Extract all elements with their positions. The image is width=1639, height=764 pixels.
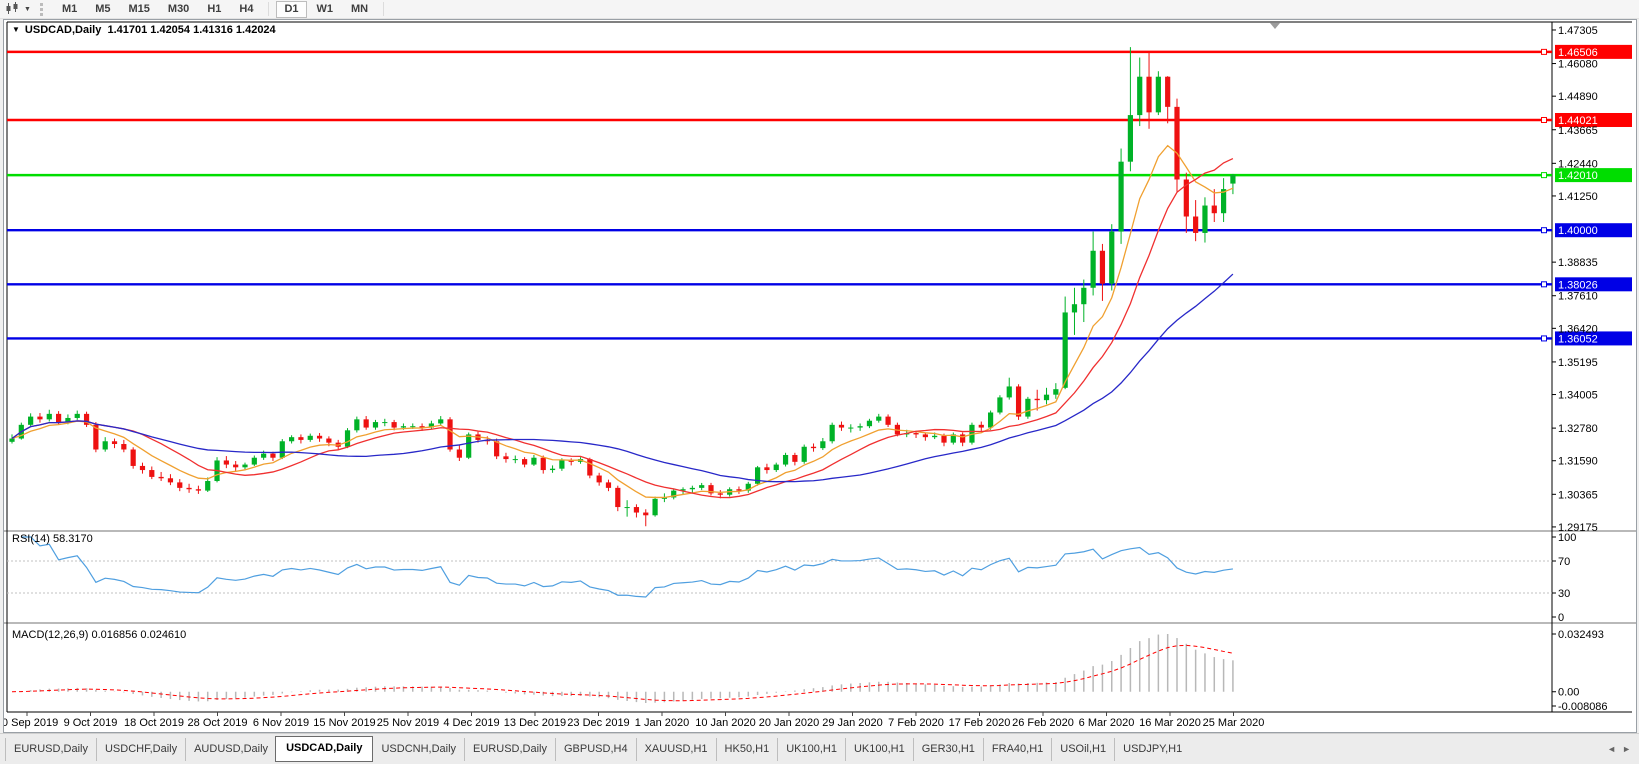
svg-text:1.31590: 1.31590: [1558, 456, 1598, 468]
chart-tab-uk100-h1-1[interactable]: UK100,H1: [777, 737, 845, 761]
svg-text:6 Mar 2020: 6 Mar 2020: [1079, 717, 1135, 729]
svg-text:20 Jan 2020: 20 Jan 2020: [759, 717, 820, 729]
svg-text:16 Mar 2020: 16 Mar 2020: [1139, 717, 1201, 729]
chart-tab-gbpusd-h4[interactable]: GBPUSD,H4: [555, 737, 636, 761]
svg-text:30: 30: [1558, 588, 1570, 600]
timeframe-button-mn[interactable]: MN: [343, 1, 376, 18]
timeframe-button-m5[interactable]: M5: [87, 1, 118, 18]
top-toolbar: ▼ M1 M5 M15 M30 H1 H4 D1 W1 MN: [0, 0, 1639, 19]
svg-text:1.29175: 1.29175: [1558, 522, 1598, 534]
svg-text:1.44890: 1.44890: [1558, 91, 1598, 103]
chart-window: 1.46506 1.44021 1.42010 1.40000 1.38026 1.360…: [0, 19, 1639, 734]
tab-scroll-arrows: ◄ ►: [1607, 744, 1631, 754]
toolbar-grip-handle[interactable]: [39, 2, 43, 16]
chart-tab-usdchf-daily[interactable]: USDCHF,Daily: [95, 737, 185, 761]
svg-text:26 Feb 2020: 26 Feb 2020: [1012, 717, 1074, 729]
svg-text:1.30365: 1.30365: [1558, 489, 1598, 501]
svg-text:100: 100: [1558, 532, 1576, 544]
svg-text:1.32780: 1.32780: [1558, 423, 1598, 435]
svg-text:1.42440: 1.42440: [1558, 158, 1598, 170]
svg-text:25 Mar 2020: 25 Mar 2020: [1203, 717, 1265, 729]
svg-text:1.46080: 1.46080: [1558, 59, 1598, 71]
timeframe-button-h1[interactable]: H1: [199, 1, 229, 18]
price-axis: [1552, 29, 1556, 528]
tab-scroll-right-icon[interactable]: ►: [1622, 744, 1631, 754]
timeframe-button-m15[interactable]: M15: [121, 1, 158, 18]
svg-text:70: 70: [1558, 556, 1570, 568]
chevron-down-icon[interactable]: ▼: [24, 6, 31, 13]
tab-scroll-left-icon[interactable]: ◄: [1607, 744, 1617, 754]
chart-tab-xauusd-h1[interactable]: XAUUSD,H1: [635, 737, 716, 761]
chart-tab-usdcnh-daily[interactable]: USDCNH,Daily: [372, 737, 464, 761]
svg-text:6 Nov 2019: 6 Nov 2019: [253, 717, 309, 729]
timeframe-button-m1[interactable]: M1: [54, 1, 85, 18]
svg-text:1.36052: 1.36052: [1558, 333, 1598, 345]
chart-tab-audusd-daily[interactable]: AUDUSD,Daily: [185, 737, 276, 761]
svg-text:10 Jan 2020: 10 Jan 2020: [695, 717, 756, 729]
svg-text:1.44021: 1.44021: [1558, 115, 1598, 127]
svg-text:18 Oct 2019: 18 Oct 2019: [124, 717, 184, 729]
horizontal-lines: [7, 44, 1632, 346]
svg-text:1.46506: 1.46506: [1558, 47, 1598, 59]
svg-text:9 Oct 2019: 9 Oct 2019: [64, 717, 118, 729]
toolbar-separator: [268, 2, 270, 16]
chart-type-icon[interactable]: [5, 2, 22, 16]
svg-text:1.42010: 1.42010: [1558, 170, 1598, 182]
svg-text:13 Dec 2019: 13 Dec 2019: [504, 717, 566, 729]
price-chart-canvas[interactable]: 1.46506 1.44021 1.42010 1.40000 1.38026 1.360…: [3, 19, 1637, 733]
svg-text:1.38835: 1.38835: [1558, 257, 1598, 269]
chart-tab-fra40-h1[interactable]: FRA40,H1: [982, 737, 1051, 761]
svg-text:1.37610: 1.37610: [1558, 291, 1598, 303]
svg-text:1.41250: 1.41250: [1558, 191, 1598, 203]
svg-text:28 Oct 2019: 28 Oct 2019: [188, 717, 248, 729]
timeframe-button-d1[interactable]: D1: [276, 0, 307, 18]
svg-text:0.00: 0.00: [1558, 687, 1579, 699]
chart-tab-uk100-h1-2[interactable]: UK100,H1: [844, 737, 913, 761]
svg-text:0.032493: 0.032493: [1558, 629, 1604, 641]
chart-tab-hk50-h1[interactable]: HK50,H1: [715, 737, 778, 761]
svg-text:1.35195: 1.35195: [1558, 357, 1598, 369]
chart-tab-ger30-h1[interactable]: GER30,H1: [912, 737, 983, 761]
chart-tab-usdcad-daily[interactable]: USDCAD,Daily: [275, 736, 374, 762]
svg-text:0: 0: [1558, 612, 1564, 624]
svg-text:1.47305: 1.47305: [1558, 25, 1598, 37]
svg-text:1 Jan 2020: 1 Jan 2020: [635, 717, 689, 729]
svg-text:15 Nov 2019: 15 Nov 2019: [313, 717, 375, 729]
chart-tab-eurusd-daily-1[interactable]: EURUSD,Daily: [5, 737, 96, 761]
chart-tab-eurusd-daily-2[interactable]: EURUSD,Daily: [464, 737, 555, 761]
date-axis: [26, 712, 1234, 716]
svg-text:-0.008086: -0.008086: [1558, 701, 1608, 713]
svg-text:1.34005: 1.34005: [1558, 390, 1598, 402]
svg-text:4 Dec 2019: 4 Dec 2019: [443, 717, 499, 729]
svg-text:30 Sep 2019: 30 Sep 2019: [4, 717, 58, 729]
toolbar-separator: [383, 2, 385, 16]
svg-text:23 Dec 2019: 23 Dec 2019: [567, 717, 629, 729]
chart-tab-usoil-h1[interactable]: USOil,H1: [1051, 737, 1114, 761]
svg-text:1.43665: 1.43665: [1558, 125, 1598, 137]
svg-text:1.40000: 1.40000: [1558, 225, 1598, 237]
chart-tab-bar: EURUSD,Daily USDCHF,Daily AUDUSD,Daily U…: [0, 733, 1639, 764]
timeframe-button-w1[interactable]: W1: [309, 1, 342, 18]
svg-text:17 Feb 2020: 17 Feb 2020: [949, 717, 1011, 729]
timeframe-button-m30[interactable]: M30: [160, 1, 197, 18]
svg-text:7 Feb 2020: 7 Feb 2020: [888, 717, 944, 729]
svg-text:29 Jan 2020: 29 Jan 2020: [822, 717, 883, 729]
svg-text:25 Nov 2019: 25 Nov 2019: [377, 717, 439, 729]
candles: [9, 47, 1236, 527]
chart-tab-usdjpy-h1[interactable]: USDJPY,H1: [1114, 737, 1190, 761]
timeframe-button-h4[interactable]: H4: [231, 1, 261, 18]
svg-text:1.36420: 1.36420: [1558, 323, 1598, 335]
svg-text:1.38026: 1.38026: [1558, 279, 1598, 291]
